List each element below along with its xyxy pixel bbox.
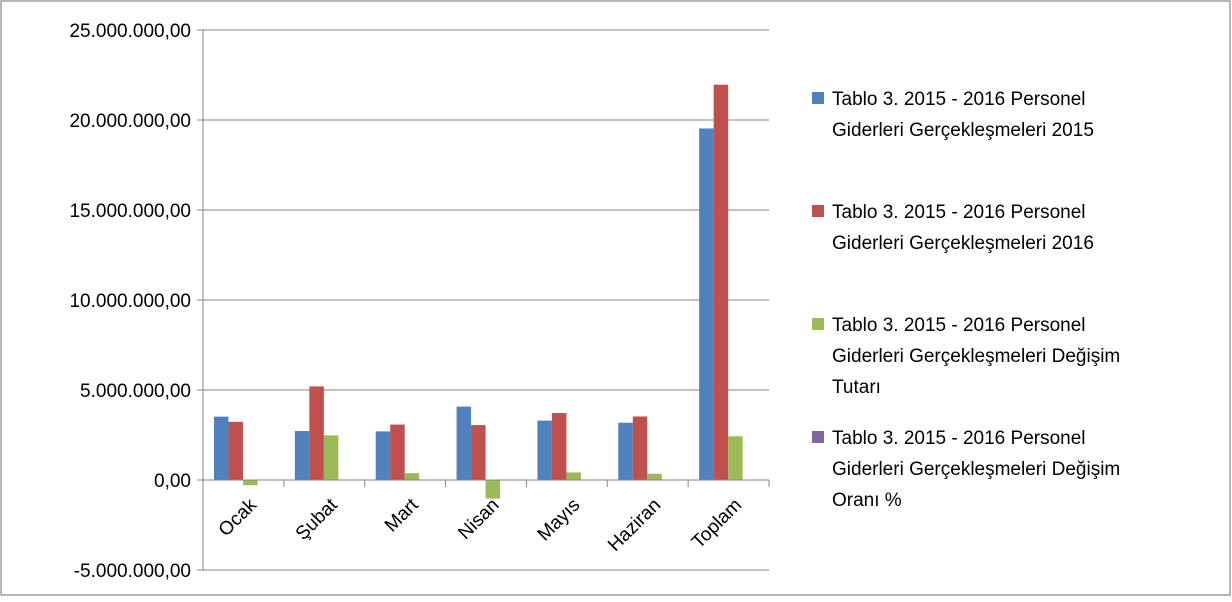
legend-label: Giderleri Gerçekleşmeleri 2016 — [832, 233, 1094, 254]
legend-label: Tablo 3. 2015 - 2016 Personel — [832, 428, 1086, 449]
y-tick-label: 5.000.000,00 — [80, 381, 191, 402]
bar — [294, 431, 310, 480]
bar — [375, 431, 391, 480]
bar — [551, 413, 567, 480]
y-tick-label: 0,00 — [154, 471, 191, 492]
bar — [243, 480, 258, 486]
bar — [485, 480, 501, 499]
bar — [537, 420, 552, 480]
bar — [566, 472, 581, 480]
legend-swatch — [812, 92, 824, 104]
legend-swatch — [812, 318, 824, 330]
legend-label: Tutarı — [832, 377, 881, 398]
legend-label: Oranı % — [832, 490, 902, 511]
legend-label: Tablo 3. 2015 - 2016 Personel — [832, 202, 1086, 223]
legend-label: Giderleri Gerçekleşmeleri 2015 — [832, 120, 1094, 141]
bar — [390, 424, 405, 480]
legend-label: Tablo 3. 2015 - 2016 Personel — [832, 89, 1086, 110]
y-tick-label: 25.000.000,00 — [69, 21, 191, 42]
legend-label: Tablo 3. 2015 - 2016 Personel — [832, 315, 1086, 336]
bar — [647, 473, 662, 480]
legend-swatch — [812, 205, 824, 217]
y-tick-label: 10.000.000,00 — [69, 291, 191, 312]
bar — [404, 473, 420, 480]
bar — [456, 406, 472, 480]
bar — [323, 435, 339, 480]
bar — [699, 128, 714, 480]
bar — [728, 436, 743, 480]
y-tick-label: 15.000.000,00 — [69, 201, 191, 222]
y-tick-label: -5.000.000,00 — [74, 561, 191, 582]
bar — [214, 416, 229, 480]
y-tick-label: 20.000.000,00 — [69, 111, 191, 132]
legend-swatch — [812, 431, 824, 443]
gridlines — [203, 29, 769, 571]
bar — [632, 416, 648, 480]
legend-label: Giderleri Gerçekleşmeleri Değişim — [832, 346, 1120, 367]
bar — [618, 422, 633, 480]
bar — [713, 84, 729, 480]
legend: Tablo 3. 2015 - 2016 Personel Giderleri G… — [812, 89, 1120, 511]
bars — [214, 84, 743, 499]
bar — [228, 421, 243, 480]
bar — [471, 425, 486, 480]
axes — [197, 29, 770, 571]
bar — [309, 386, 324, 480]
legend-label: Giderleri Gerçekleşmeleri Değişim — [832, 459, 1120, 480]
y-tick-labels: -5.000.000,00 0,00 5.000.000,00 10.000.000,… — [69, 21, 191, 582]
